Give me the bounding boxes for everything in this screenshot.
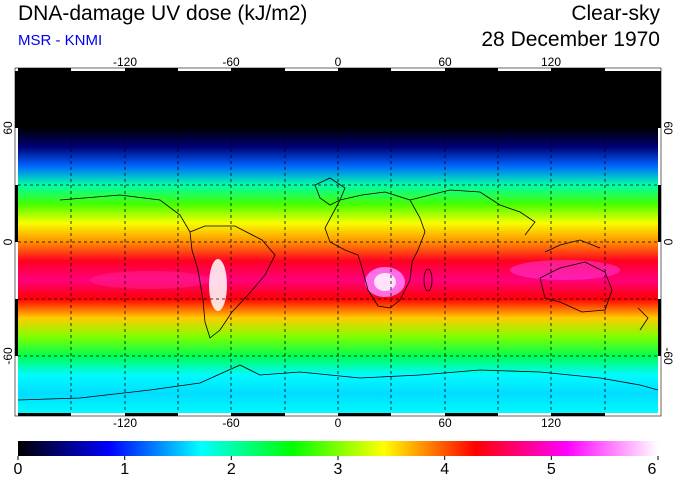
- colorbar-label-5: 5: [547, 461, 556, 478]
- date-label: 28 December 1970: [481, 28, 660, 51]
- lon-label-bottom-60w: -60: [222, 416, 240, 430]
- lat-label-left-0: 0: [1, 238, 15, 245]
- frame-top: [18, 68, 658, 71]
- lat-label-left-60s: -60: [1, 347, 15, 365]
- colorbar-label-4: 4: [440, 461, 449, 478]
- lon-label-bottom-120e: 120: [541, 416, 561, 430]
- lat-label-right-0: 0: [661, 239, 675, 246]
- colorbar-label-6: 6: [648, 461, 657, 478]
- map-title: DNA-damage UV dose (kJ/m2): [18, 2, 308, 25]
- graticule: [18, 71, 658, 413]
- colorbar-label-0: 0: [14, 461, 23, 478]
- colorbar-label-1: 1: [120, 461, 129, 478]
- new-zealand-coast: [637, 307, 649, 331]
- maritime-continent-coast: [544, 239, 601, 253]
- asia-coast: [409, 189, 536, 236]
- andes-hotspot: [209, 259, 227, 311]
- lon-label-bottom-0: 0: [335, 416, 342, 430]
- south-america-coast: [189, 225, 276, 339]
- lon-label-bottom-120w: -120: [113, 416, 137, 430]
- frame-bottom: [18, 413, 658, 416]
- indo-pacific-hotspot: [510, 260, 620, 280]
- colorbar-ticks: [17, 456, 659, 460]
- frame-left: [15, 71, 18, 413]
- australia-coast: [539, 261, 613, 313]
- lon-label-top-60e: 60: [438, 55, 452, 69]
- lon-label-top-120e: 120: [541, 55, 561, 69]
- lon-label-top-0: 0: [335, 55, 342, 69]
- map-frame: [14, 67, 662, 417]
- lat-label-right-60s: -60: [661, 347, 675, 365]
- sky-condition: Clear-sky: [571, 2, 660, 25]
- lon-label-bottom-60e: 60: [438, 416, 452, 430]
- pacific-band: [90, 271, 210, 289]
- madagascar-coast: [423, 268, 433, 292]
- north-america-coast: [59, 194, 191, 233]
- southern-africa-peak: [374, 273, 396, 291]
- frame-right: [658, 71, 661, 413]
- regional-features: [18, 177, 658, 401]
- source-label: MSR - KNMI: [18, 32, 103, 49]
- lat-label-left-60n: 60: [1, 121, 15, 135]
- antarctica-coast: [18, 364, 658, 401]
- lat-label-right-60n: 60: [661, 121, 675, 135]
- lon-label-top-60w: -60: [222, 55, 240, 69]
- coastlines: [18, 177, 658, 401]
- lon-label-top-120w: -120: [113, 55, 137, 69]
- colorbar-label-2: 2: [227, 461, 236, 478]
- colorbar: [18, 441, 658, 456]
- colorbar-label-3: 3: [334, 461, 343, 478]
